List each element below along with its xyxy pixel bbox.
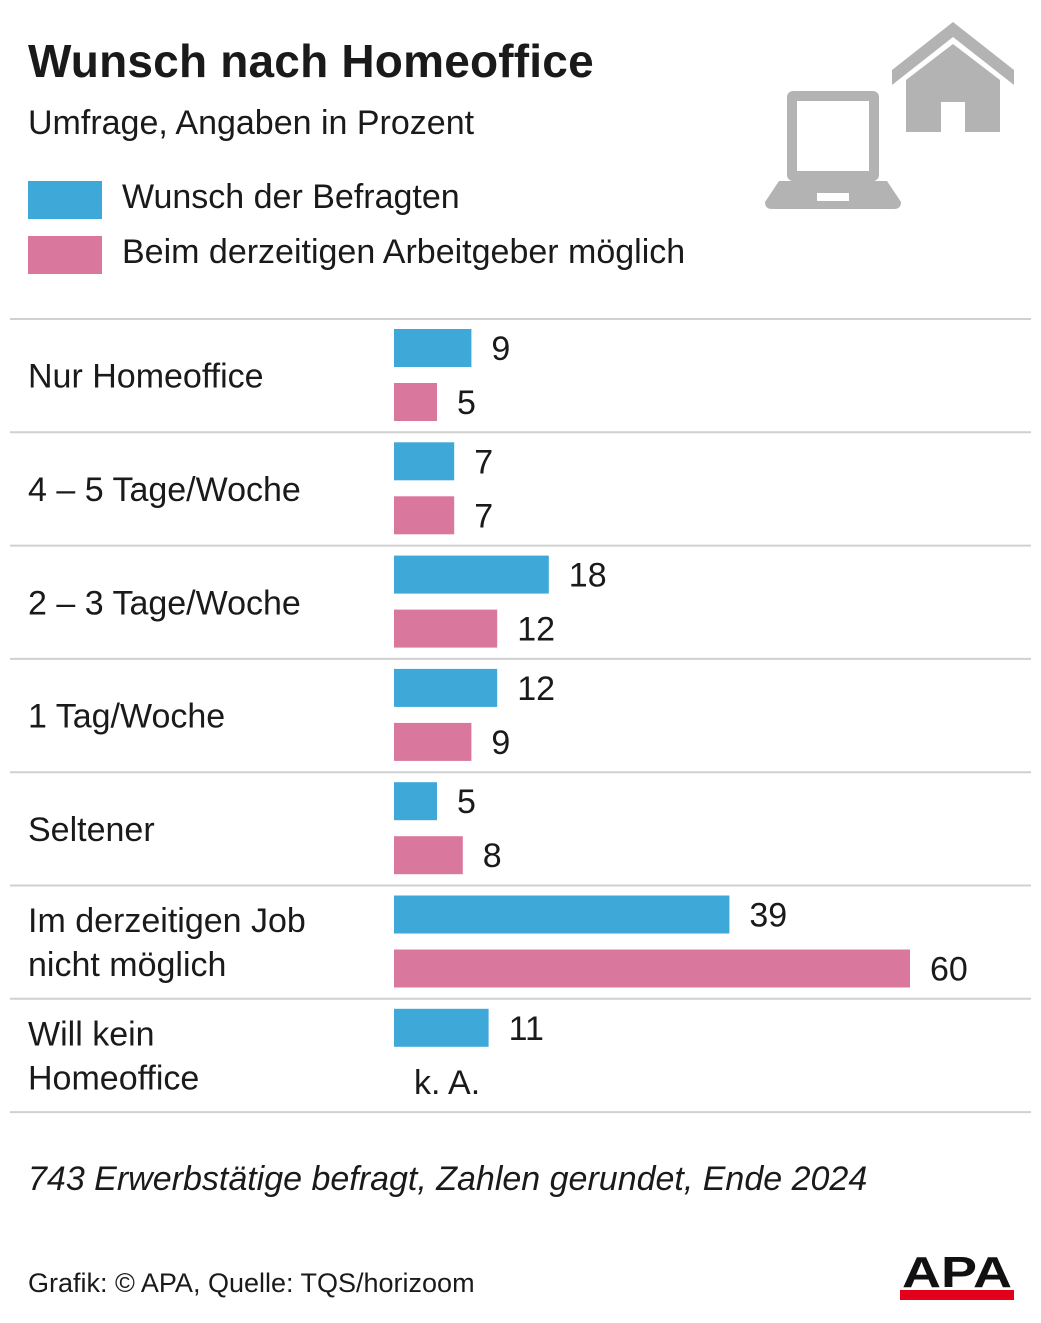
bar-wunsch [394, 555, 549, 594]
homeoffice-illustration [760, 18, 1020, 218]
apa-logo-text: APA [902, 1252, 1012, 1297]
bar-wunsch [394, 668, 498, 707]
footnote: 743 Erwerbstätige befragt, Zahlen gerund… [28, 1160, 868, 1198]
category-label: 1 Tag/Woche [28, 698, 225, 736]
value-label: 60 [930, 951, 968, 989]
legend-label-wunsch: Wunsch der Befragten [122, 178, 460, 216]
missing-value-label: k. A. [414, 1064, 480, 1102]
category-label: Im derzeitigen Job [28, 902, 306, 940]
value-label: 9 [491, 330, 510, 368]
bar-moeglich [394, 609, 498, 648]
house-icon [892, 22, 1014, 132]
category-label: Nur Homeoffice [28, 358, 264, 396]
value-label: 12 [517, 611, 555, 649]
value-label: 7 [474, 497, 493, 535]
value-label: 5 [457, 384, 476, 422]
bar-wunsch [394, 1008, 489, 1047]
laptop-icon [765, 91, 901, 209]
value-label: 12 [517, 670, 555, 708]
bar-wunsch [394, 329, 472, 367]
value-label: 39 [749, 897, 787, 935]
bar-wunsch [394, 782, 437, 821]
value-label: 18 [569, 557, 607, 595]
chart-title: Wunsch nach Homeoffice [28, 35, 594, 87]
legend-swatch-pink [28, 236, 102, 274]
value-label: 8 [483, 837, 502, 875]
bar-moeglich [394, 722, 472, 761]
value-label: 9 [491, 724, 510, 762]
category-label: nicht möglich [28, 946, 226, 984]
chart-subtitle: Umfrage, Angaben in Prozent [28, 104, 475, 142]
apa-logo: APA [900, 1248, 1014, 1302]
category-label: Seltener [28, 811, 155, 849]
legend-label-moeglich: Beim derzeitigen Arbeitgeber möglich [122, 233, 686, 271]
bar-wunsch [394, 442, 455, 481]
bar-wunsch [394, 895, 730, 934]
value-label: 7 [474, 443, 493, 481]
value-label: 11 [509, 1010, 544, 1048]
category-label: Will kein [28, 1015, 155, 1053]
legend-swatch-blue [28, 181, 102, 219]
bar-moeglich [394, 836, 463, 875]
bar-moeglich [394, 383, 437, 421]
bar-moeglich [394, 949, 910, 988]
bar-moeglich [394, 496, 455, 535]
value-label: 5 [457, 783, 476, 821]
category-label: Homeoffice [28, 1059, 199, 1097]
source-credit: Grafik: © APA, Quelle: TQS/horizoom [28, 1268, 475, 1298]
category-label: 4 – 5 Tage/Woche [28, 471, 301, 509]
category-label: 2 – 3 Tage/Woche [28, 584, 301, 622]
